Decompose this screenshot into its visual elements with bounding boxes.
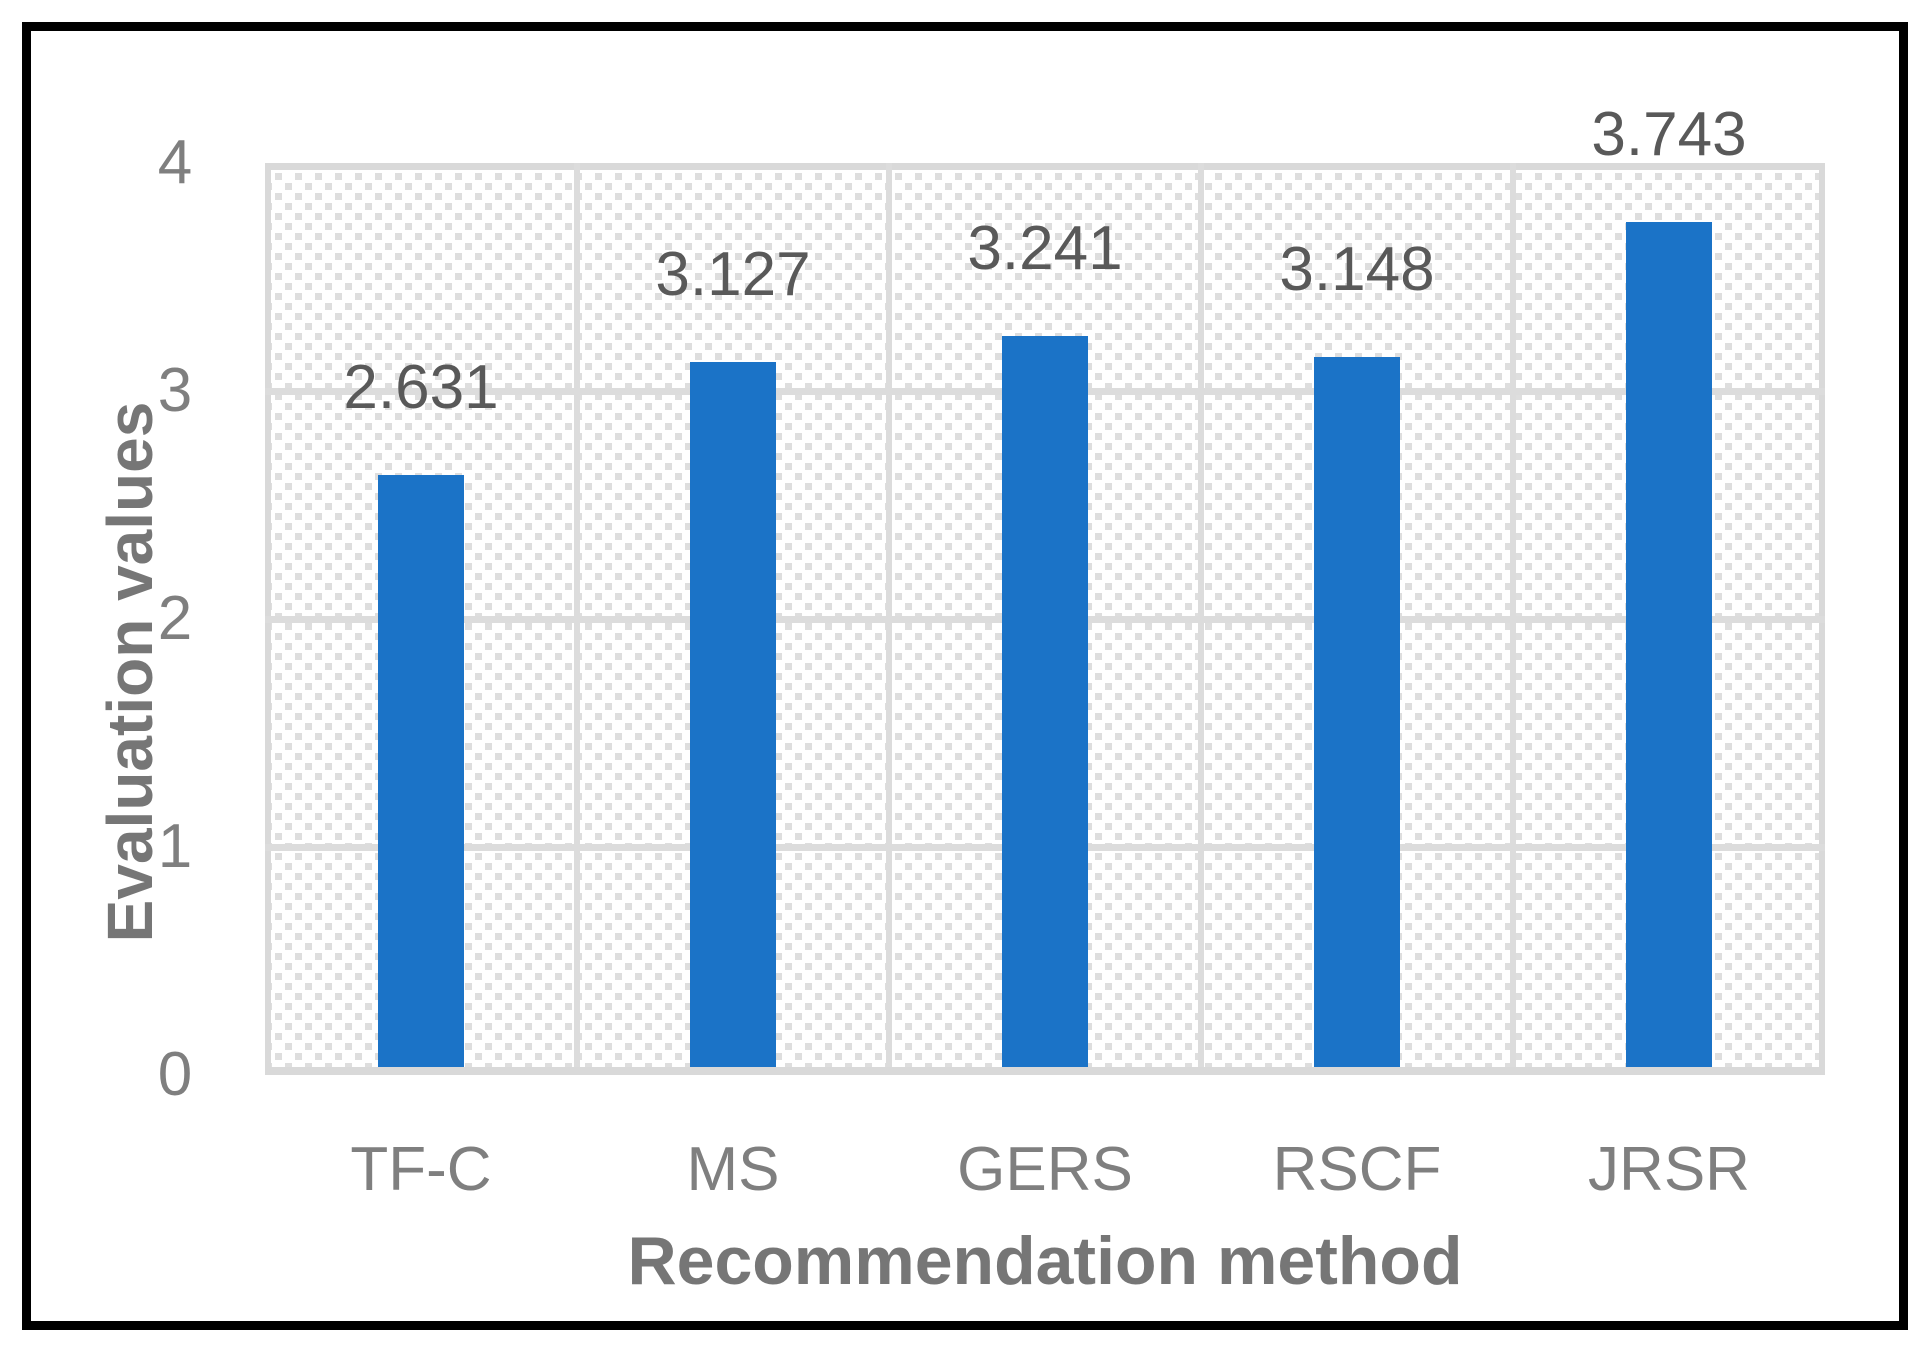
bar-slot: 3.743 <box>1513 103 1825 1075</box>
y-tick-label-2: 2 <box>157 584 193 653</box>
bar-jrsr <box>1626 222 1712 1067</box>
plot-area: 2.631 3.127 3.241 3.148 3.743 <box>265 103 1825 1075</box>
bar-slot: 3.148 <box>1201 163 1513 1075</box>
plot-border-top <box>265 163 1825 170</box>
y-tick-label-4: 4 <box>157 128 193 197</box>
y-tick-label-1: 1 <box>157 812 193 881</box>
category-label-gers: GERS <box>957 1135 1133 1204</box>
bar-gers <box>1002 336 1088 1067</box>
bar-value-label: 2.631 <box>343 353 499 422</box>
bar-slot: 2.631 <box>265 163 577 1075</box>
bar-value-label: 3.743 <box>1591 100 1747 169</box>
bar-ms <box>690 362 776 1067</box>
category-label-ms: MS <box>686 1135 780 1204</box>
x-axis-line <box>265 1067 1825 1075</box>
vertical-gridline <box>1198 163 1204 1075</box>
bar-slot: 3.127 <box>577 163 889 1075</box>
bar-value-label: 3.148 <box>1279 235 1435 304</box>
y-tick-label-3: 3 <box>157 356 193 425</box>
bar-slot: 3.241 <box>889 163 1201 1075</box>
vertical-gridline <box>574 163 580 1075</box>
category-label-tf-c: TF-C <box>350 1135 492 1204</box>
x-axis-title: Recommendation method <box>627 1223 1463 1299</box>
category-label-rscf: RSCF <box>1272 1135 1442 1204</box>
bar-tf-c <box>378 475 464 1067</box>
vertical-gridline <box>886 163 892 1075</box>
bar-rscf <box>1314 357 1400 1067</box>
bar-value-label: 3.127 <box>655 240 811 309</box>
y-tick-label-0: 0 <box>157 1040 193 1109</box>
vertical-gridline <box>1510 163 1516 1075</box>
category-label-jrsr: JRSR <box>1588 1135 1750 1204</box>
bar-value-label: 3.241 <box>967 214 1123 283</box>
